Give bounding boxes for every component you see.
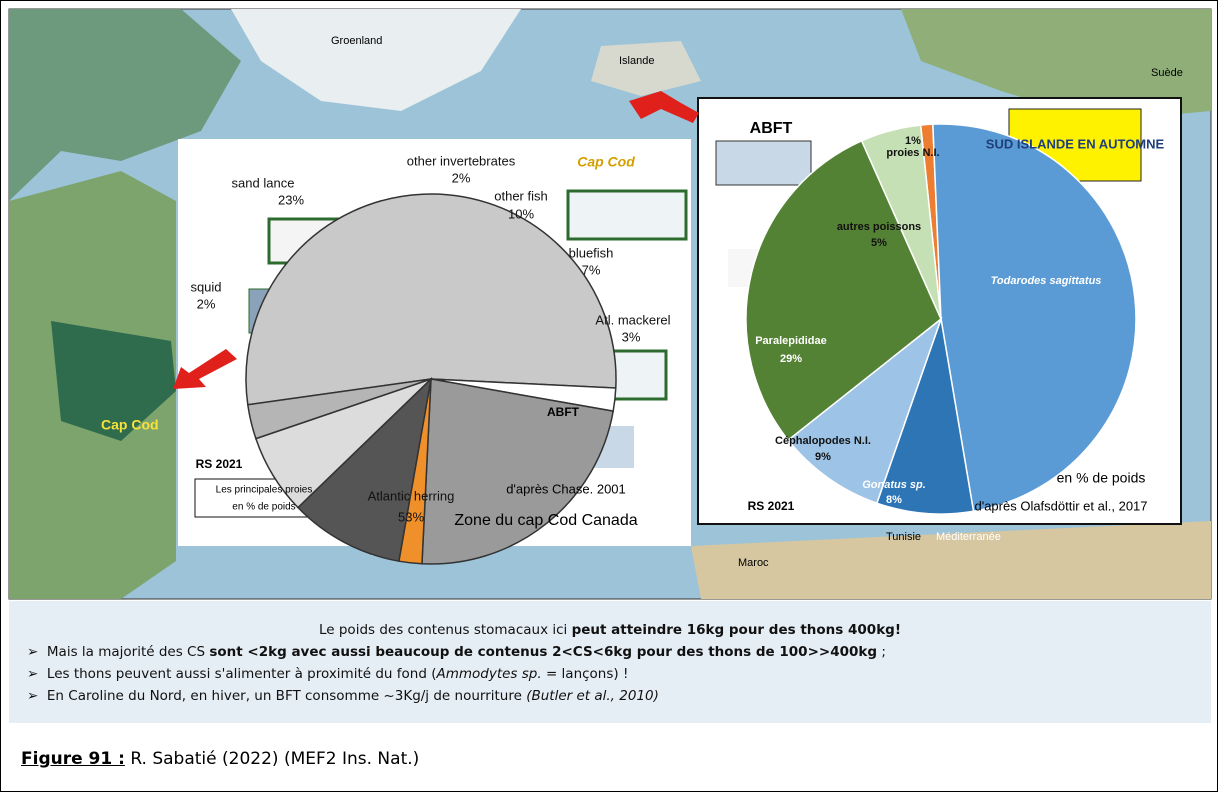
- map-label: Cap Cod: [101, 417, 159, 433]
- note: en % de poids: [232, 502, 295, 513]
- chart-title: Cap Cod: [577, 154, 635, 170]
- land: [51, 321, 176, 441]
- notes: Le poids des contenus stomacaux ici peut…: [9, 601, 1211, 723]
- value-label: 10%: [508, 206, 534, 221]
- pie-slice: [787, 316, 943, 505]
- map-label: Groenland: [331, 35, 382, 47]
- value-label: 2%: [197, 296, 216, 311]
- pie-slice: [296, 376, 433, 563]
- slice-label: other invertebrates: [407, 153, 516, 168]
- bullet: ➢ En Caroline du Nord, en hiver, un BFT …: [27, 688, 659, 704]
- chart-title: SUD ISLANDE EN AUTOMNE: [986, 136, 1165, 151]
- pie-slice: [745, 139, 942, 442]
- value-label: 9%: [815, 451, 831, 463]
- slice-label: Atl. mackerel: [595, 312, 670, 327]
- value-label: 7%: [582, 262, 601, 277]
- slice-label: other fish: [494, 188, 547, 203]
- note: ABFT: [750, 120, 793, 137]
- chart-subtitle: Zone du cap Cod Canada: [454, 512, 637, 529]
- slice-label: Todarodes sagittatus: [991, 275, 1102, 287]
- figure: Groenland Islande Suède Cap Cod Tunisie …: [8, 8, 1212, 600]
- bullet: ➢ Mais la majorité des CS sont <2kg avec…: [27, 644, 886, 660]
- fish-image: [566, 189, 688, 241]
- bullet: ➢ Les thons peuvent aussi s'alimenter à …: [27, 666, 629, 682]
- pie-slice: [875, 318, 975, 515]
- caption-label: Figure 91 :: [21, 749, 125, 769]
- slice-label: squid: [190, 279, 221, 294]
- greenland: [231, 9, 521, 111]
- value-label: 2%: [452, 170, 471, 185]
- pie-slice: [860, 124, 942, 320]
- map-label: Islande: [619, 55, 654, 67]
- note: d'après Olafsdöttir et al., 2017: [974, 498, 1147, 513]
- text: ;: [877, 644, 886, 660]
- value-label: 1%: [905, 135, 921, 147]
- slice-label: autres poissons: [837, 221, 921, 233]
- text: Mais la majorité des CS: [46, 644, 210, 660]
- text: Le poids des contenus stomacaux ici: [318, 622, 572, 638]
- value-label: 3%: [622, 329, 641, 344]
- arrow: [173, 349, 237, 389]
- note: RS 2021: [196, 457, 243, 471]
- slice-label: Céphalopodes N.I.: [775, 435, 871, 447]
- caption-text: R. Sabatié (2022) (MEF2 Ins. Nat.): [124, 749, 420, 769]
- slice-label: sand lance: [232, 175, 295, 190]
- note: d'après Chase. 2001: [506, 481, 626, 496]
- slice-label: bluefish: [569, 245, 614, 260]
- value-label: 8%: [886, 494, 902, 506]
- pie-slice: [932, 123, 1137, 513]
- land: [9, 9, 241, 201]
- text: = lançons) !: [541, 666, 629, 682]
- text: Les thons peuvent aussi s'alimenter à pr…: [46, 666, 437, 682]
- land: [691, 521, 1211, 599]
- map-label: Tunisie: [886, 531, 921, 543]
- pie-slice: [421, 378, 615, 565]
- note: en % de poids: [1057, 470, 1146, 486]
- value-label: 29%: [780, 353, 802, 365]
- note: ABFT: [547, 405, 580, 419]
- value-label: 23%: [278, 192, 304, 207]
- value-label: 53%: [398, 509, 424, 524]
- slice-label: Gonatus sp.: [862, 479, 926, 491]
- slice-label: Paralepididae: [755, 335, 827, 347]
- text: En Caroline du Nord, en hiver, un BFT co…: [46, 688, 527, 704]
- value-label: 5%: [871, 237, 887, 249]
- iceland: [591, 41, 701, 96]
- pie-slice: [246, 378, 432, 440]
- text: peut atteindre 16kg pour des thons 400kg…: [571, 622, 902, 638]
- map-label: Maroc: [738, 557, 769, 569]
- note: Les principales proies: [216, 485, 313, 496]
- pie-slice: [245, 193, 617, 406]
- intro: Le poids des contenus stomacaux ici peut…: [9, 619, 1211, 641]
- land: [901, 9, 1211, 121]
- slice-label: proies N.I.: [886, 147, 939, 159]
- text: sont <2kg avec aussi beaucoup de contenu…: [209, 644, 878, 660]
- map-label: Suède: [1151, 67, 1183, 79]
- slice-label: Atlantic herring: [368, 488, 455, 503]
- fish-image: [715, 140, 812, 186]
- arrow: [629, 91, 699, 123]
- note: RS 2021: [748, 499, 795, 513]
- caption: Figure 91 : R. Sabatié (2022) (MEF2 Ins.…: [21, 749, 419, 769]
- map-label: Méditerranée: [936, 531, 1001, 543]
- text: Ammodytes sp.: [436, 666, 542, 682]
- text: (Butler et al., 2010): [526, 688, 659, 704]
